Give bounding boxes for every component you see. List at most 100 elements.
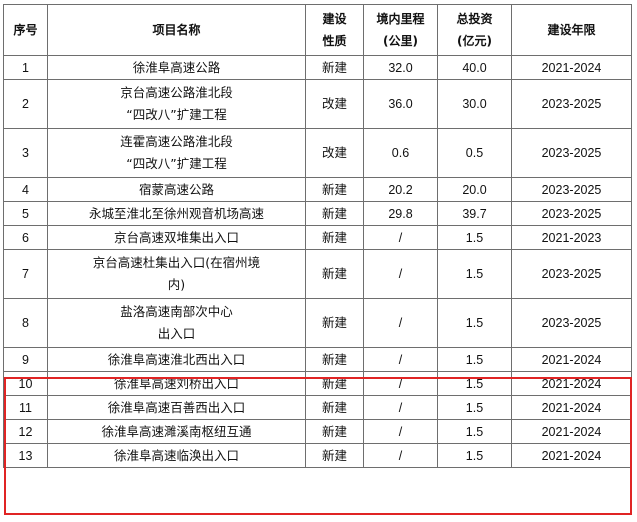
- cell-no: 13: [3, 443, 48, 468]
- cell-name-line: 永城至淮北至徐州观音机场高速: [88, 205, 264, 221]
- cell-investment: 1.5: [437, 347, 512, 372]
- cell-name-line: 盐洛高速南部次中心: [120, 304, 233, 319]
- table-row: 6 京台高速双堆集出入口 新建/1.5 2021-2023: [3, 225, 632, 250]
- cell-name: 永城至淮北至徐州观音机场高速: [47, 201, 306, 226]
- table-row: 10 徐淮阜高速刘桥出入口 新建/1.5 2021-2024: [3, 371, 632, 396]
- table-row: 5 永城至淮北至徐州观音机场高速 新建 29.8 39.7 2023-2025: [3, 201, 632, 226]
- cell-period: 2021-2024: [511, 443, 632, 468]
- table-row: 7 京台高速杜集出入口(在宿州境 内) 新建/1.5 2023-2025: [3, 249, 632, 299]
- header-name: 项目名称: [47, 4, 306, 56]
- cell-period: 2021-2023: [511, 225, 632, 250]
- cell-name-line: 徐淮阜高速淮北西出入口: [107, 351, 246, 367]
- cell-investment: 39.7: [437, 201, 512, 226]
- cell-no: 10: [3, 371, 48, 396]
- table-row: 3 连霍高速公路淮北段 “四改八”扩建工程 改建 0.6 0.5 2023-2025: [3, 128, 632, 178]
- cell-name-line: 内): [167, 277, 186, 292]
- table-row: 2 京台高速公路淮北段 “四改八”扩建工程 改建 36.0 30.0 2023-2025: [3, 79, 632, 129]
- cell-no: 6: [3, 225, 48, 250]
- table-row: 1 徐淮阜高速公路 新建 32.0 40.0 2021-2024: [3, 55, 632, 80]
- cell-mileage: /: [363, 347, 438, 372]
- cell-nature: 新建: [305, 177, 364, 202]
- cell-name: 徐淮阜高速淮北西出入口: [47, 347, 306, 372]
- cell-nature: 新建: [305, 347, 364, 372]
- cell-nature: 改建: [305, 79, 364, 129]
- cell-mileage: /: [363, 443, 438, 468]
- cell-name: 宿蒙高速公路: [47, 177, 306, 202]
- header-no: 序号: [3, 4, 48, 56]
- cell-name: 徐淮阜高速临涣出入口: [47, 443, 306, 468]
- cell-period: 2023-2025: [511, 128, 632, 178]
- cell-nature: 新建: [305, 298, 364, 348]
- cell-investment: 1.5: [437, 395, 512, 420]
- cell-no: 7: [3, 249, 48, 299]
- cell-name: 徐淮阜高速刘桥出入口: [47, 371, 306, 396]
- cell-investment: 30.0: [437, 79, 512, 129]
- table-row: 8 盐洛高速南部次中心 出入口 新建/1.5 2023-2025: [3, 298, 632, 348]
- cell-mileage: /: [363, 225, 438, 250]
- cell-no: 8: [3, 298, 48, 348]
- cell-no: 12: [3, 419, 48, 444]
- cell-investment: 40.0: [437, 55, 512, 80]
- cell-mileage: 36.0: [363, 79, 438, 129]
- cell-nature: 新建: [305, 443, 364, 468]
- table-row: 4 宿蒙高速公路 新建 20.2 20.0 2023-2025: [3, 177, 632, 202]
- cell-investment: 1.5: [437, 443, 512, 468]
- cell-mileage: /: [363, 249, 438, 299]
- table-row: 11 徐淮阜高速百善西出入口 新建/1.5 2021-2024: [3, 395, 632, 420]
- cell-name-line: 京台高速公路淮北段: [120, 85, 233, 100]
- cell-investment: 1.5: [437, 371, 512, 396]
- cell-investment: 1.5: [437, 249, 512, 299]
- table-row: 12 徐淮阜高速濉溪南枢纽互通 新建/1.5 2021-2024: [3, 419, 632, 444]
- cell-name: 徐淮阜高速百善西出入口: [47, 395, 306, 420]
- cell-name: 盐洛高速南部次中心 出入口: [47, 298, 306, 348]
- cell-name-line: “四改八”扩建工程: [126, 156, 227, 171]
- cell-period: 2021-2024: [511, 395, 632, 420]
- cell-investment: 1.5: [437, 298, 512, 348]
- header-investment-line: 总投资: [456, 12, 493, 26]
- cell-nature: 新建: [305, 419, 364, 444]
- cell-no: 5: [3, 201, 48, 226]
- cell-mileage: /: [363, 371, 438, 396]
- cell-period: 2023-2025: [511, 298, 632, 348]
- cell-period: 2023-2025: [511, 79, 632, 129]
- cell-nature: 新建: [305, 371, 364, 396]
- cell-name-line: 京台高速杜集出入口(在宿州境: [92, 255, 261, 270]
- cell-name-line: “四改八”扩建工程: [126, 107, 227, 122]
- table-row: 9 徐淮阜高速淮北西出入口 新建/1.5 2021-2024: [3, 347, 632, 372]
- project-table-container: 序号 项目名称 建设 性质 境内里程 (公里) 总投资 (亿元) 建设年限 1 徐…: [3, 4, 632, 468]
- cell-name-line: 徐淮阜高速百善西出入口: [107, 399, 246, 415]
- cell-name-line: 京台高速双堆集出入口: [113, 229, 239, 245]
- cell-no: 11: [3, 395, 48, 420]
- table-body: 1 徐淮阜高速公路 新建 32.0 40.0 2021-2024 2 京台高速公路淮北段 “四改…: [3, 55, 632, 468]
- header-mileage: 境内里程 (公里): [363, 4, 438, 56]
- cell-name: 京台高速公路淮北段 “四改八”扩建工程: [47, 79, 306, 129]
- cell-mileage: /: [363, 419, 438, 444]
- cell-investment: 0.5: [437, 128, 512, 178]
- header-period: 建设年限: [511, 4, 632, 56]
- project-table: 序号 项目名称 建设 性质 境内里程 (公里) 总投资 (亿元) 建设年限 1 徐…: [3, 4, 632, 468]
- cell-period: 2023-2025: [511, 249, 632, 299]
- cell-name: 徐淮阜高速公路: [47, 55, 306, 80]
- cell-mileage: 29.8: [363, 201, 438, 226]
- cell-investment: 1.5: [437, 225, 512, 250]
- header-investment: 总投资 (亿元): [437, 4, 512, 56]
- table-header-row: 序号 项目名称 建设 性质 境内里程 (公里) 总投资 (亿元) 建设年限: [3, 4, 632, 56]
- header-mileage-line: 境内里程: [376, 12, 425, 26]
- cell-period: 2021-2024: [511, 371, 632, 396]
- cell-mileage: /: [363, 395, 438, 420]
- header-investment-line: (亿元): [457, 34, 492, 48]
- cell-name: 徐淮阜高速濉溪南枢纽互通: [47, 419, 306, 444]
- cell-no: 1: [3, 55, 48, 80]
- cell-mileage: 32.0: [363, 55, 438, 80]
- header-nature: 建设 性质: [305, 4, 364, 56]
- header-nature-line: 性质: [322, 34, 347, 48]
- cell-nature: 新建: [305, 201, 364, 226]
- cell-name-line: 连霍高速公路淮北段: [120, 134, 233, 149]
- cell-name-line: 徐淮阜高速公路: [132, 59, 221, 75]
- cell-mileage: 0.6: [363, 128, 438, 178]
- cell-no: 4: [3, 177, 48, 202]
- cell-nature: 改建: [305, 128, 364, 178]
- cell-name-line: 徐淮阜高速刘桥出入口: [113, 375, 239, 391]
- cell-no: 3: [3, 128, 48, 178]
- cell-nature: 新建: [305, 225, 364, 250]
